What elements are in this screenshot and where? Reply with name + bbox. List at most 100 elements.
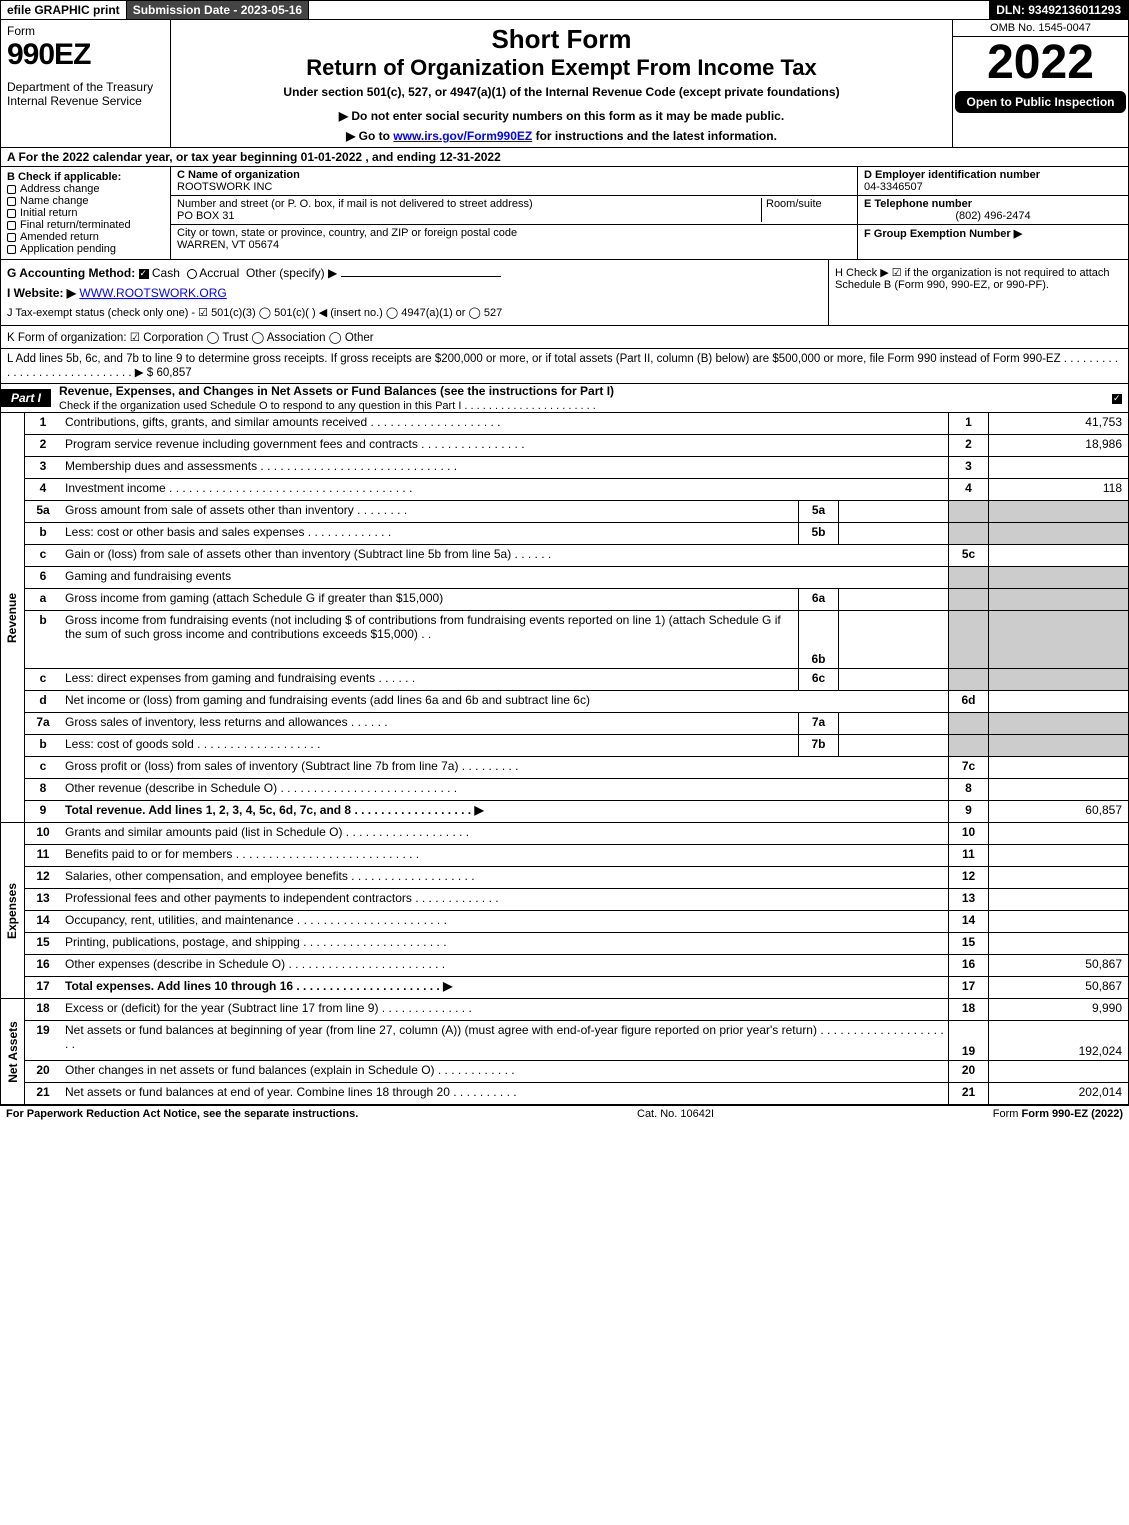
expenses-body: 10Grants and similar amounts paid (list … [25, 823, 1128, 999]
checkbox-icon [7, 209, 16, 218]
line-7c: cGross profit or (loss) from sales of in… [25, 757, 1128, 779]
short-form-title: Short Form [179, 24, 944, 55]
row-L: L Add lines 5b, 6c, and 7b to line 9 to … [0, 349, 1129, 384]
E-label: E Telephone number [864, 198, 972, 210]
line-7a: 7aGross sales of inventory, less returns… [25, 713, 1128, 735]
under-section: Under section 501(c), 527, or 4947(a)(1)… [179, 85, 944, 99]
row-J: J Tax-exempt status (check only one) - ☑… [7, 306, 822, 319]
line-3: 3Membership dues and assessments . . . .… [25, 457, 1128, 479]
F-label: F Group Exemption Number ▶ [864, 228, 1022, 240]
row-K: K Form of organization: ☑ Corporation ◯ … [0, 326, 1129, 349]
irs-link[interactable]: www.irs.gov/Form990EZ [393, 129, 532, 143]
row-A: A For the 2022 calendar year, or tax yea… [0, 147, 1129, 167]
line-16: 16Other expenses (describe in Schedule O… [25, 955, 1128, 977]
line-10: 10Grants and similar amounts paid (list … [25, 823, 1128, 845]
G-cash: Cash [152, 266, 180, 280]
B-opt-5[interactable]: Application pending [7, 243, 164, 255]
efile-text: efile GRAPHIC print [7, 3, 120, 17]
dept-treasury: Department of the Treasury [7, 80, 164, 94]
C-city-val: WARREN, VT 05674 [177, 239, 279, 251]
revenue-section: Revenue 1Contributions, gifts, grants, a… [0, 413, 1129, 823]
C-street-label: Number and street (or P. O. box, if mail… [177, 198, 533, 210]
line-19: 19Net assets or fund balances at beginni… [25, 1021, 1128, 1061]
line-17: 17Total expenses. Add lines 10 through 1… [25, 977, 1128, 999]
website-link[interactable]: WWW.ROOTSWORK.ORG [79, 286, 226, 300]
C-name-block: C Name of organization ROOTSWORK INC [171, 167, 857, 196]
goto-note: ▶ Go to www.irs.gov/Form990EZ for instru… [179, 129, 944, 143]
part-I-check[interactable] [1112, 391, 1128, 405]
part-I-header: Part I Revenue, Expenses, and Changes in… [0, 384, 1129, 413]
expenses-side-label: Expenses [1, 823, 25, 999]
line-15: 15Printing, publications, postage, and s… [25, 933, 1128, 955]
row-G: G Accounting Method: Cash Accrual Other … [7, 266, 822, 280]
ghi-left: G Accounting Method: Cash Accrual Other … [1, 260, 828, 325]
line-6d: dNet income or (loss) from gaming and fu… [25, 691, 1128, 713]
revenue-side-label: Revenue [1, 413, 25, 823]
header-right: OMB No. 1545-0047 2022 Open to Public In… [953, 20, 1128, 147]
tax-year: 2022 [953, 37, 1128, 89]
B-opt-3[interactable]: Final return/terminated [7, 219, 164, 231]
page-footer: For Paperwork Reduction Act Notice, see … [0, 1105, 1129, 1122]
ssn-note: ▶ Do not enter social security numbers o… [179, 109, 944, 123]
dept-irs: Internal Revenue Service [7, 94, 164, 108]
line-20: 20Other changes in net assets or fund ba… [25, 1061, 1128, 1083]
D-label: D Employer identification number [864, 169, 1040, 181]
radio-empty-icon[interactable] [187, 269, 197, 279]
H-text: H Check ▶ ☑ if the organization is not r… [835, 267, 1110, 291]
L-val: 60,857 [156, 367, 191, 379]
footer-mid: Cat. No. 10642I [637, 1108, 714, 1120]
col-B: B Check if applicable: Address change Na… [1, 167, 171, 259]
header-left: Form 990EZ Department of the Treasury In… [1, 20, 171, 147]
B-opt-0[interactable]: Address change [7, 183, 164, 195]
C-street-block: Number and street (or P. O. box, if mail… [171, 196, 857, 225]
revenue-body: 1Contributions, gifts, grants, and simil… [25, 413, 1128, 823]
dln: DLN: 93492136011293 [990, 1, 1128, 19]
part-I-sub: Check if the organization used Schedule … [59, 400, 596, 412]
G-other-blank[interactable] [341, 276, 501, 277]
netassets-section: Net Assets 18Excess or (deficit) for the… [0, 999, 1129, 1105]
G-label: G Accounting Method: [7, 266, 135, 280]
checkbox-checked-icon[interactable] [139, 269, 149, 279]
B-opt-2[interactable]: Initial return [7, 207, 164, 219]
D-ein: 04-3346507 [864, 181, 923, 193]
C-city-label: City or town, state or province, country… [177, 227, 517, 239]
C-street-val: PO BOX 31 [177, 210, 234, 222]
B-opt-4[interactable]: Amended return [7, 231, 164, 243]
D-block: D Employer identification number 04-3346… [858, 167, 1128, 196]
checkbox-checked-icon [1112, 394, 1122, 404]
G-accrual: Accrual [199, 266, 239, 280]
row-H: H Check ▶ ☑ if the organization is not r… [828, 260, 1128, 325]
line-12: 12Salaries, other compensation, and empl… [25, 867, 1128, 889]
line-4: 4Investment income . . . . . . . . . . .… [25, 479, 1128, 501]
section-B-to-F: B Check if applicable: Address change Na… [0, 167, 1129, 260]
E-phone: (802) 496-2474 [864, 210, 1122, 222]
line-6b: bGross income from fundraising events (n… [25, 611, 1128, 669]
main-title: Return of Organization Exempt From Incom… [179, 55, 944, 81]
checkbox-icon [7, 185, 16, 194]
line-8: 8Other revenue (describe in Schedule O) … [25, 779, 1128, 801]
line-6c: cLess: direct expenses from gaming and f… [25, 669, 1128, 691]
G-other: Other (specify) ▶ [246, 266, 337, 280]
C-city-block: City or town, state or province, country… [171, 225, 857, 253]
checkbox-icon [7, 221, 16, 230]
submission-date: Submission Date - 2023-05-16 [127, 1, 309, 19]
col-DEF: D Employer identification number 04-3346… [858, 167, 1128, 259]
B-opt-1[interactable]: Name change [7, 195, 164, 207]
efile-label[interactable]: efile GRAPHIC print [1, 1, 127, 19]
F-block: F Group Exemption Number ▶ [858, 225, 1128, 242]
B-label: B Check if applicable: [7, 171, 121, 183]
top-bar: efile GRAPHIC print Submission Date - 20… [0, 0, 1129, 20]
form-word: Form [7, 24, 164, 38]
line-18: 18Excess or (deficit) for the year (Subt… [25, 999, 1128, 1021]
checkbox-icon [7, 233, 16, 242]
goto-pre: ▶ Go to [346, 129, 393, 143]
topbar-spacer [309, 1, 990, 19]
row-I: I Website: ▶ WWW.ROOTSWORK.ORG [7, 286, 822, 300]
omb-number: OMB No. 1545-0047 [953, 20, 1128, 37]
line-21: 21Net assets or fund balances at end of … [25, 1083, 1128, 1105]
line-2: 2Program service revenue including gover… [25, 435, 1128, 457]
col-C: C Name of organization ROOTSWORK INC Num… [171, 167, 858, 259]
header-center: Short Form Return of Organization Exempt… [171, 20, 953, 147]
line-13: 13Professional fees and other payments t… [25, 889, 1128, 911]
form-header: Form 990EZ Department of the Treasury In… [0, 20, 1129, 147]
